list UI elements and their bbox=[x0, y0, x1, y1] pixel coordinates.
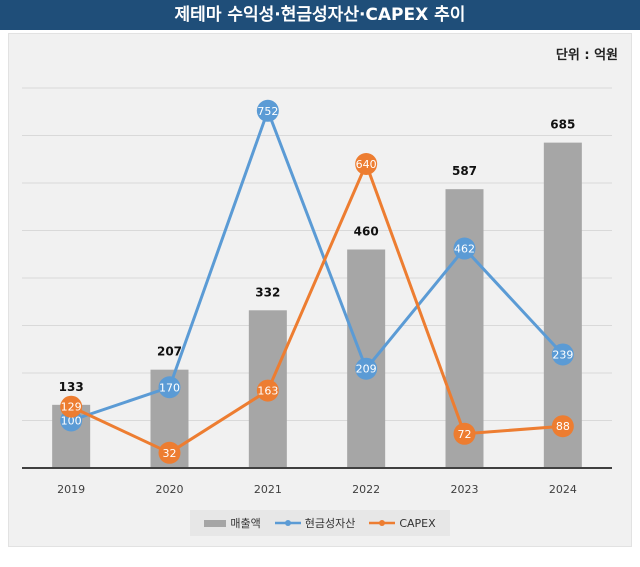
legend-bar-swatch bbox=[204, 519, 227, 527]
cash-value-label: 462 bbox=[454, 243, 475, 256]
legend-item-capex: CAPEX bbox=[369, 516, 436, 530]
cash-marker bbox=[158, 376, 181, 399]
capex-value-label: 88 bbox=[556, 420, 570, 433]
bar-data-labels: 133 207 332 460 587 685 bbox=[59, 118, 576, 394]
cash-value-label: 170 bbox=[159, 381, 180, 394]
legend-label-capex: CAPEX bbox=[399, 516, 436, 530]
bar-series bbox=[52, 142, 582, 469]
capex-marker bbox=[158, 441, 181, 464]
cash-marker bbox=[355, 357, 378, 380]
cash-marker bbox=[453, 237, 476, 260]
legend-capex-line-swatch bbox=[369, 520, 396, 526]
legend-label-cash: 현금성자산 bbox=[304, 517, 356, 530]
unit-label: 단위 : 억원 bbox=[555, 48, 618, 63]
capex-value-label: 32 bbox=[163, 447, 177, 460]
cash-value-label: 239 bbox=[552, 348, 573, 361]
legend: 매출액 현금성자산 CAPEX bbox=[190, 510, 450, 536]
capex-marker bbox=[551, 415, 574, 438]
cash-value-label: 209 bbox=[356, 363, 377, 376]
legend-item-cash: 현금성자산 bbox=[274, 515, 356, 531]
legend-label-revenue: 매출액 bbox=[230, 517, 261, 530]
cash-line bbox=[70, 109, 564, 422]
capex-line bbox=[70, 162, 563, 455]
capex-value-label: 72 bbox=[458, 428, 472, 441]
chart-title: 제테마 수익성·현금성자산·CAPEX 추이 bbox=[0, 0, 640, 30]
bar-value-label: 332 bbox=[255, 285, 280, 299]
bar-value-label: 207 bbox=[157, 345, 182, 359]
capex-marker bbox=[355, 153, 378, 175]
x-tick-labels: 2019 2020 2021 2022 2023 2024 bbox=[57, 483, 577, 496]
cash-marker bbox=[256, 99, 279, 122]
x-tick-label: 2020 bbox=[156, 483, 184, 496]
plot-panel bbox=[8, 33, 632, 547]
cash-marker bbox=[551, 343, 574, 366]
capex-marker bbox=[60, 395, 83, 418]
line-series: 100 170 752 209 462 239 129 32 163 640 72 88 bbox=[60, 99, 574, 464]
bar-value-label: 685 bbox=[550, 118, 575, 132]
x-tick-label: 2023 bbox=[451, 483, 479, 496]
bar-value-label: 460 bbox=[354, 225, 379, 239]
capex-value-label: 640 bbox=[356, 158, 377, 171]
bar-value-label: 587 bbox=[452, 164, 477, 178]
legend-item-revenue: 매출액 bbox=[204, 515, 261, 531]
bar-value-label: 133 bbox=[59, 380, 84, 394]
cash-value-label: 100 bbox=[61, 415, 82, 428]
x-tick-label: 2022 bbox=[352, 483, 380, 496]
grid-lines bbox=[22, 87, 612, 421]
x-tick-label: 2021 bbox=[254, 483, 282, 496]
capex-marker bbox=[256, 379, 279, 402]
legend-cash-line-swatch bbox=[274, 520, 301, 526]
bar-2023 bbox=[445, 189, 484, 469]
capex-value-label: 129 bbox=[61, 401, 82, 414]
capex-value-label: 163 bbox=[257, 385, 278, 398]
x-tick-label: 2019 bbox=[57, 483, 85, 496]
cash-value-label: 752 bbox=[257, 105, 278, 118]
capex-marker bbox=[453, 422, 476, 445]
bar-2024 bbox=[543, 142, 582, 468]
x-tick-label: 2024 bbox=[549, 483, 577, 496]
